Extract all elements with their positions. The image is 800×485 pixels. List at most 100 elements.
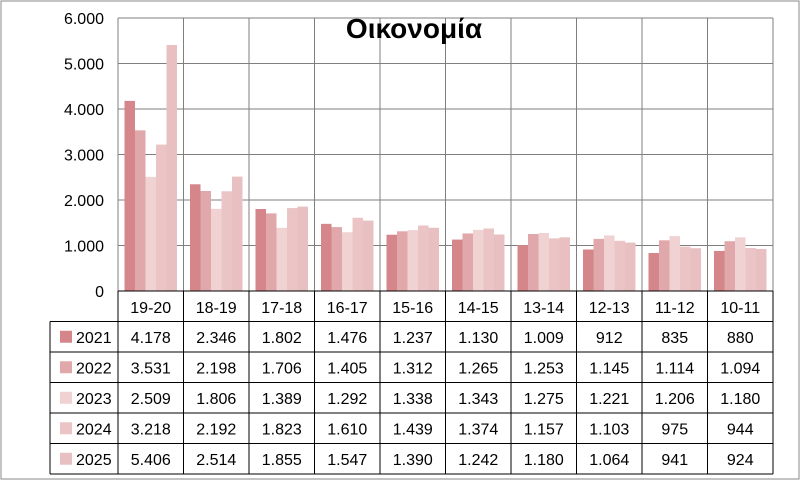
- bar: [200, 190, 211, 291]
- x-tick-label: 18-19: [196, 300, 237, 317]
- bar: [287, 208, 298, 291]
- data-label: 1.610: [327, 421, 367, 438]
- data-label: 941: [661, 452, 688, 469]
- bar: [124, 100, 135, 291]
- data-label: 1.292: [327, 391, 367, 408]
- bar: [669, 236, 680, 291]
- data-label: 1.064: [589, 452, 629, 469]
- data-label: 1.009: [524, 330, 564, 347]
- bar: [135, 130, 146, 291]
- data-label: 4.178: [131, 330, 171, 347]
- bar: [735, 237, 746, 291]
- bar: [418, 225, 429, 291]
- bar: [714, 250, 725, 291]
- data-label: 1.374: [458, 421, 498, 438]
- bar: [276, 227, 287, 291]
- data-label: 1.180: [720, 391, 760, 408]
- series-name: 2025: [76, 452, 112, 469]
- legend-key: [60, 452, 72, 465]
- x-tick-label: 11-12: [655, 300, 695, 317]
- data-label: 924: [727, 452, 754, 469]
- series-name: 2024: [76, 421, 112, 438]
- legend-key: [60, 330, 72, 343]
- bar: [690, 248, 701, 291]
- y-tick-label: 2.000: [64, 193, 104, 210]
- data-label: 1.130: [458, 330, 498, 347]
- series-name: 2023: [76, 391, 112, 408]
- data-label: 1.242: [458, 452, 498, 469]
- data-label: 3.531: [131, 360, 171, 377]
- data-label: 2.198: [196, 360, 236, 377]
- legend-key: [60, 391, 72, 404]
- y-axis: 0 1.000 2.000 3.000 4.000 5.000 6.000: [64, 11, 104, 301]
- x-tick-label: 15-16: [392, 300, 433, 317]
- bar: [255, 209, 266, 291]
- data-label: 1.439: [393, 421, 433, 438]
- legend-key: [60, 361, 72, 374]
- bar: [528, 233, 539, 291]
- data-label: 1.389: [262, 391, 302, 408]
- bar: [462, 233, 473, 291]
- bar: [266, 213, 277, 291]
- data-label: 1.476: [327, 330, 367, 347]
- bar: [221, 191, 232, 291]
- x-tick-label: 13-14: [523, 300, 564, 317]
- series-name: 2021: [76, 330, 112, 347]
- data-label: 1.253: [524, 360, 564, 377]
- bar: [583, 249, 594, 291]
- y-tick-label: 5.000: [64, 57, 104, 74]
- x-tick-label: 14-15: [458, 300, 499, 317]
- bar: [648, 253, 659, 291]
- data-label: 835: [661, 330, 688, 347]
- data-label: 1.237: [393, 330, 433, 347]
- bar: [297, 206, 308, 291]
- chart-title: Οικονομία: [346, 13, 482, 44]
- bar: [680, 246, 691, 291]
- data-label: 1.802: [262, 330, 302, 347]
- bar: [593, 238, 604, 291]
- bar: [549, 238, 560, 291]
- data-label: 1.547: [327, 452, 367, 469]
- x-tick-label: 12-13: [589, 300, 630, 317]
- data-label: 1.806: [196, 391, 236, 408]
- bar: [342, 232, 353, 291]
- bar: [166, 45, 177, 291]
- bar: [538, 232, 549, 291]
- series-name: 2022: [76, 360, 112, 377]
- data-label: 1.823: [262, 421, 302, 438]
- bar: [428, 227, 439, 291]
- bar: [352, 217, 363, 291]
- bar: [452, 239, 463, 291]
- bar: [190, 184, 201, 291]
- y-tick-label: 1.000: [64, 239, 104, 256]
- data-label: 2.346: [196, 330, 236, 347]
- data-label: 912: [596, 330, 623, 347]
- bars: [124, 45, 767, 291]
- bar: [473, 229, 484, 291]
- data-label: 1.312: [393, 360, 433, 377]
- y-tick-label: 0: [95, 284, 104, 301]
- data-label: 1.094: [720, 360, 760, 377]
- bar: [321, 223, 332, 291]
- y-tick-label: 6.000: [64, 11, 104, 28]
- bar: [407, 230, 418, 291]
- bar: [724, 241, 735, 291]
- data-label: 1.180: [524, 452, 564, 469]
- bar: [494, 234, 505, 291]
- data-label: 1.343: [458, 391, 498, 408]
- data-label: 944: [727, 421, 754, 438]
- x-tick-label: 17-18: [261, 300, 302, 317]
- bar: [145, 176, 156, 291]
- bar: [483, 228, 494, 291]
- data-label: 1.706: [262, 360, 302, 377]
- data-label: 1.338: [393, 391, 433, 408]
- x-tick-label: 16-17: [327, 300, 368, 317]
- bar: [604, 235, 615, 291]
- bar: [745, 248, 756, 291]
- x-tick-label: 10-11: [720, 300, 760, 317]
- bar: [614, 240, 625, 291]
- data-label: 2.509: [131, 391, 171, 408]
- bar: [756, 248, 767, 291]
- data-label: 2.192: [196, 421, 236, 438]
